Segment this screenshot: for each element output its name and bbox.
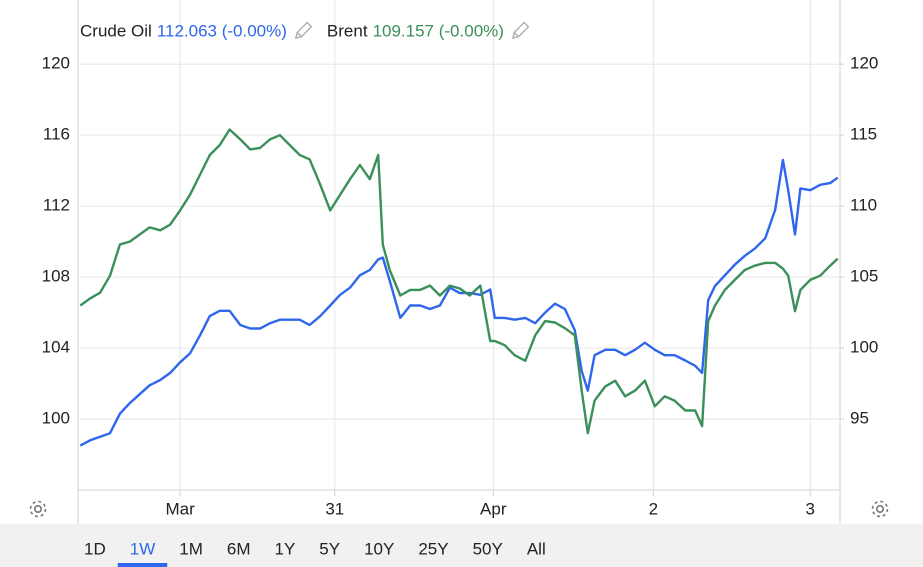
y2-tick-label: 110 — [850, 196, 877, 215]
edit-icon-body — [296, 21, 313, 38]
x-tick-label: 31 — [325, 499, 344, 518]
price-line — [79, 158, 839, 447]
edit-icon[interactable] — [294, 21, 313, 41]
price-line — [79, 128, 839, 435]
range-button[interactable]: 5Y — [319, 539, 340, 558]
y-tick-label: 116 — [43, 125, 70, 144]
edit-icon-tip — [294, 32, 302, 39]
range-button[interactable]: 1D — [84, 539, 106, 558]
range-button[interactable]: 6M — [227, 539, 251, 558]
legend-name: Brent — [327, 21, 368, 40]
y-tick-label: 104 — [42, 338, 70, 357]
range-button[interactable]: 1W — [130, 539, 156, 558]
range-button[interactable]: 50Y — [473, 539, 503, 558]
edit-icon-tip — [511, 32, 519, 39]
x-tick-label: 2 — [649, 499, 658, 518]
y2-tick-label: 115 — [850, 125, 877, 144]
legend-name: Crude Oil — [80, 21, 152, 40]
x-tick-label: 3 — [806, 499, 815, 518]
settings-left[interactable] — [29, 500, 47, 518]
range-button[interactable]: 10Y — [364, 539, 394, 558]
y2-tick-label: 105 — [850, 267, 878, 286]
y-tick-label: 112 — [43, 196, 70, 215]
settings-right[interactable] — [871, 500, 889, 518]
y-tick-label: 120 — [42, 54, 70, 73]
legend-price: 112.063 (-0.00%) — [157, 21, 287, 40]
range-bar — [0, 524, 923, 567]
y-tick-label: 108 — [42, 267, 70, 286]
range-button[interactable]: 1M — [179, 539, 203, 558]
y2-tick-label: 100 — [850, 338, 878, 357]
x-tick-label: Mar — [165, 499, 195, 518]
range-button[interactable]: 1Y — [274, 539, 295, 558]
active-underline — [117, 563, 168, 567]
y2-tick-label: 120 — [850, 54, 878, 73]
y2-tick-label: 95 — [850, 409, 869, 428]
range-button[interactable]: 25Y — [418, 539, 448, 558]
edit-icon[interactable] — [511, 21, 530, 41]
edit-icon-body — [513, 21, 530, 38]
legend-price: 109.157 (-0.00%) — [373, 21, 504, 40]
x-tick-label: Apr — [480, 499, 507, 518]
y-tick-label: 100 — [42, 409, 70, 428]
range-button[interactable]: All — [527, 539, 546, 558]
